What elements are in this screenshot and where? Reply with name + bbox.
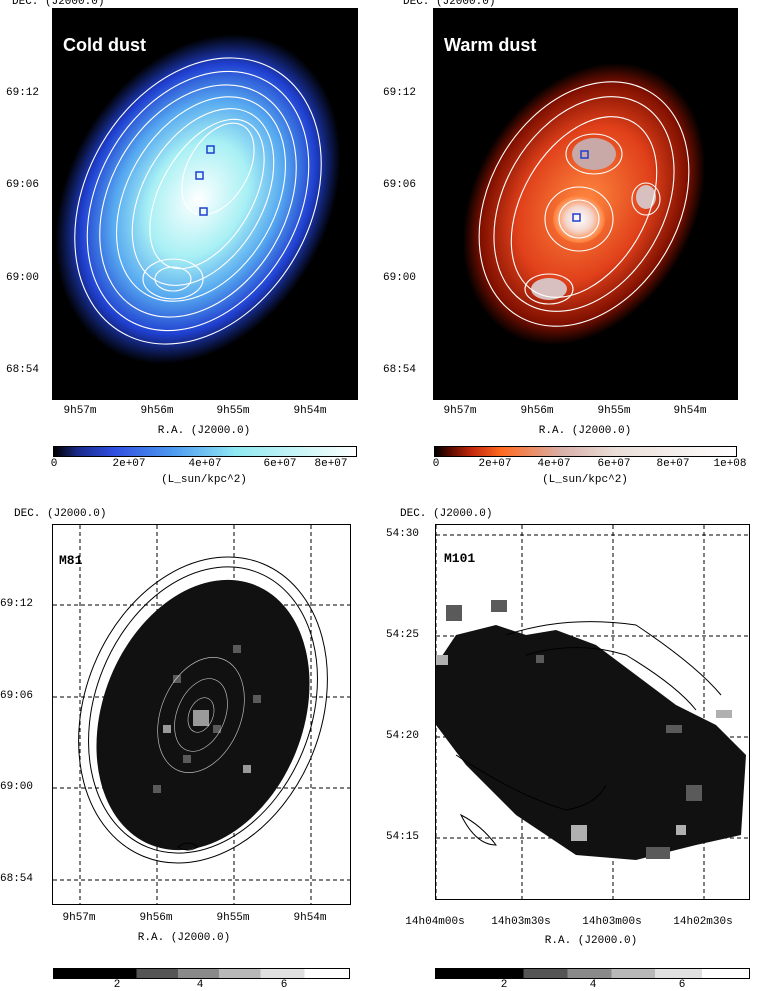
m101-ratio-map: M101 [435,524,750,900]
x-tick-label: 14h03m00s [582,916,642,928]
cbar-tick: 6e+07 [263,458,297,470]
cbar-tick: 4 [196,979,204,991]
x-tick-label: 9h55m [216,405,250,417]
x-tick-label: 9h57m [63,405,97,417]
m81-colorbar [53,968,350,979]
cbar-tick: 2e+07 [112,458,146,470]
cbar-tick: 6 [678,979,686,991]
cold-dust-image [55,34,341,364]
m81-ratio-image [53,525,350,904]
cbar-tick: 8e+07 [314,458,348,470]
panel-title: Cold dust [63,35,146,55]
dec-axis-label: DEC. (J2000.0) [400,508,493,520]
cbar-tick: 0 [432,458,440,470]
m81-ratio-map: M81 [52,524,351,905]
panel-title: Warm dust [444,35,537,55]
x-tick-label: 9h56m [139,912,173,924]
y-tick-label: 69:12 [6,87,40,99]
x-axis-label: R.A. (J2000.0) [538,425,632,437]
y-tick-label: 68:54 [0,873,34,885]
warm-dust-map: Warm dust [433,8,738,400]
x-tick-label: 9h54m [673,405,707,417]
x-tick-label: 9h56m [520,405,554,417]
x-tick-label: 14h02m30s [673,916,733,928]
y-tick-label: 69:12 [383,87,417,99]
y-tick-label: 69:00 [6,272,40,284]
marker-square [195,171,204,180]
x-tick-label: 9h54m [293,405,327,417]
m101-colorbar [435,968,750,979]
cbar-tick: 6e+07 [597,458,631,470]
cbar-tick: 8e+07 [656,458,690,470]
y-tick-label: 69:06 [0,690,34,702]
y-tick-label: 54:15 [386,831,420,843]
x-tick-label: 14h04m00s [405,916,465,928]
cbar-tick: 4 [589,979,597,991]
cbar-tick: 2e+07 [478,458,512,470]
cold-dust-colorbar [53,446,357,457]
y-tick-label: 69:12 [0,598,34,610]
cbar-tick: 6 [280,979,288,991]
y-tick-label: 54:20 [386,730,420,742]
x-tick-label: 14h03m30s [491,916,551,928]
cbar-tick: 2 [113,979,121,991]
x-tick-label: 9h57m [443,405,477,417]
dec-axis-label: DEC. (J2000.0) [12,0,105,8]
cbar-tick: 2 [500,979,508,991]
y-tick-label: 69:06 [383,179,417,191]
cbar-unit: (L_sun/kpc^2) [542,474,628,486]
marker-square [199,207,208,216]
panel-title: M81 [59,553,83,568]
cold-dust-map: Cold dust [52,8,358,400]
cbar-tick: 0 [50,458,58,470]
y-tick-label: 68:54 [383,364,417,376]
cbar-tick: 1e+08 [713,458,747,470]
dec-axis-label: DEC. (J2000.0) [14,508,107,520]
x-axis-label: R.A. (J2000.0) [157,425,251,437]
y-tick-label: 69:00 [0,781,34,793]
cbar-tick: 4e+07 [537,458,571,470]
x-axis-label: R.A. (J2000.0) [137,932,231,944]
marker-square [580,150,589,159]
x-tick-label: 9h54m [293,912,327,924]
y-tick-label: 54:30 [386,528,420,540]
panel-title: M101 [444,551,476,566]
y-tick-label: 68:54 [6,364,40,376]
m101-ratio-image [436,525,749,899]
dec-axis-label: DEC. (J2000.0) [403,0,496,8]
marker-square [206,145,215,154]
y-tick-label: 54:25 [386,629,420,641]
x-tick-label: 9h57m [62,912,96,924]
cbar-unit: (L_sun/kpc^2) [161,474,247,486]
warm-dust-image [462,62,706,346]
x-tick-label: 9h56m [140,405,174,417]
x-axis-label: R.A. (J2000.0) [544,935,638,947]
x-tick-label: 9h55m [216,912,250,924]
warm-dust-colorbar [434,446,737,457]
x-tick-label: 9h55m [597,405,631,417]
marker-square [572,213,581,222]
cbar-tick: 4e+07 [188,458,222,470]
y-tick-label: 69:06 [6,179,40,191]
y-tick-label: 69:00 [383,272,417,284]
